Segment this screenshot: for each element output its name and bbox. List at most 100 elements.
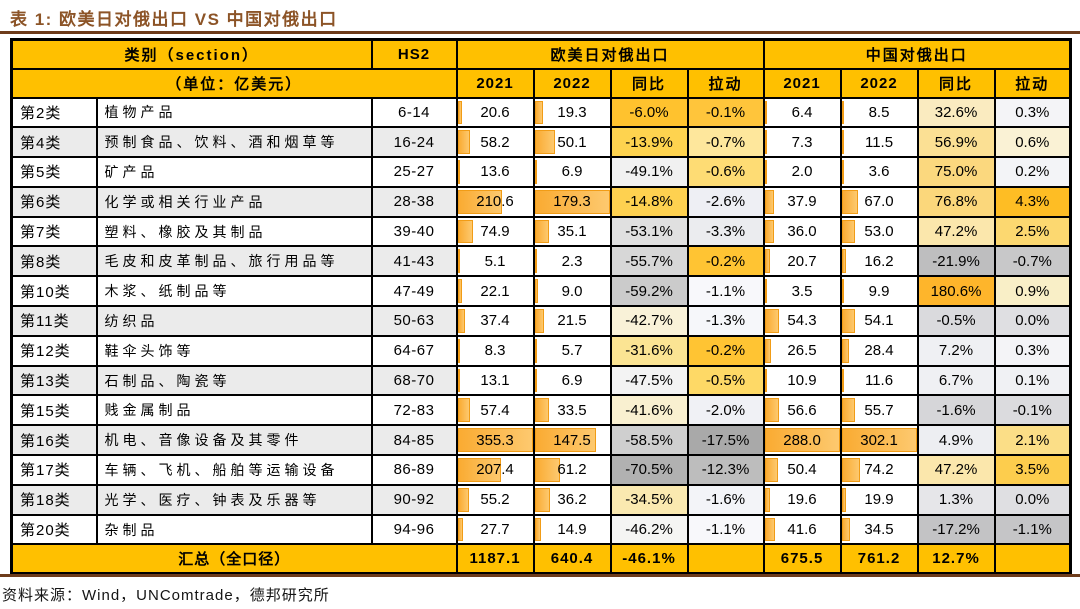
category-cell: 第4类	[10, 126, 98, 159]
eu-2021-cell: 55.2	[455, 483, 535, 516]
value-text: 67.0	[864, 193, 894, 211]
cn-pull-cell: 0.6%	[993, 126, 1072, 159]
cn-pull-cell: -0.7%	[993, 245, 1072, 278]
header-eu-pull: 拉动	[686, 67, 765, 99]
data-bar	[535, 249, 537, 274]
cn-2021-cell: 56.6	[762, 394, 842, 427]
value-text: 37.4	[480, 312, 510, 330]
eu-pull-cell: -1.1%	[686, 275, 765, 308]
eu-2022-cell: 6.9	[532, 156, 612, 188]
value-text: 54.3	[787, 312, 817, 330]
value-text: 61.2	[557, 461, 587, 479]
cn-2021-cell: 19.6	[762, 483, 842, 516]
value-text: 2.0	[791, 163, 813, 181]
table-row: 第11类 纺织品 50-63 37.4 21.5 -42.7% -1.3% 54.3 54.1 -…	[10, 305, 1072, 337]
value-text: 210.6	[476, 193, 514, 211]
eu-yoy-cell: -55.7%	[609, 245, 689, 278]
cn-2021-cell: 2.0	[762, 156, 842, 188]
value-text: 207.4	[476, 461, 514, 479]
data-bar	[842, 309, 855, 333]
value-text: 27.7	[480, 521, 510, 539]
eu-2022-cell: 19.3	[532, 96, 612, 129]
value-text: 7.3	[791, 133, 813, 151]
cn-yoy-cell: 47.2%	[916, 454, 996, 486]
data-bar	[535, 189, 609, 214]
header-hs2: HS2	[370, 38, 458, 70]
table-row: 第16类 机电、音像设备及其零件 84-85 355.3 147.5 -58.5% -17.…	[10, 424, 1072, 457]
header-eu-yoy: 同比	[609, 67, 689, 99]
value-text: 16.2	[864, 252, 894, 270]
table-row: 第7类 塑料、橡胶及其制品 39-40 74.9 35.1 -53.1% -3.3% 36.0…	[10, 215, 1072, 248]
data-bar	[458, 487, 470, 512]
data-bar	[842, 398, 856, 423]
data-bar	[458, 100, 462, 125]
table-row: 第2类 植物产品 6-14 20.6 19.3 -6.0% -0.1% 6.4 8.5 32.6%…	[10, 96, 1072, 129]
header-category: 类别（section）	[10, 38, 373, 70]
hs2-cell: 68-70	[370, 364, 458, 397]
header-cn-pull: 拉动	[993, 67, 1072, 99]
eu-2021-cell: 37.4	[455, 305, 535, 337]
value-text: 14.9	[557, 521, 587, 539]
cn-yoy-cell: 4.9%	[916, 424, 996, 457]
cn-yoy-cell: -21.9%	[916, 245, 996, 278]
cn-2021-cell: 26.5	[762, 334, 842, 367]
data-bar	[535, 517, 541, 542]
eu-2021-cell: 5.1	[455, 245, 535, 278]
category-cell: 第17类	[10, 454, 98, 486]
data-bar	[765, 458, 778, 482]
value-text: 55.7	[864, 401, 894, 419]
eu-2021-cell: 13.1	[455, 364, 535, 397]
summary-row: 汇总（全口径） 1187.1 640.4 -46.1% 675.5 761.2 …	[10, 543, 1072, 575]
header-eu-2021: 2021	[455, 67, 535, 99]
data-bar	[842, 338, 849, 363]
value-text: 11.5	[864, 133, 894, 151]
eu-yoy-cell: -59.2%	[609, 275, 689, 308]
eu-yoy-cell: -41.6%	[609, 394, 689, 427]
eu-2022-cell: 2.3	[532, 245, 612, 278]
value-text: 9.9	[868, 282, 890, 300]
summary-eu-pull	[686, 543, 765, 575]
value-text: 28.4	[864, 342, 894, 360]
table-row: 第15类 贱金属制品 72-83 57.4 33.5 -41.6% -2.0% 56.6 55.…	[10, 394, 1072, 427]
eu-2022-cell: 35.1	[532, 215, 612, 248]
value-text: 74.9	[480, 223, 510, 241]
product-name-cell: 塑料、橡胶及其制品	[95, 215, 373, 248]
product-name-cell: 机电、音像设备及其零件	[95, 424, 373, 457]
eu-yoy-cell: -47.5%	[609, 364, 689, 397]
hs2-cell: 90-92	[370, 483, 458, 516]
cn-pull-cell: 0.3%	[993, 334, 1072, 367]
cn-2021-cell: 36.0	[762, 215, 842, 248]
value-text: 2.3	[561, 252, 583, 270]
table-row: 第4类 预制食品、饮料、酒和烟草等 16-24 58.2 50.1 -13.9% -0.7%…	[10, 126, 1072, 159]
eu-pull-cell: -17.5%	[686, 424, 765, 457]
eu-2021-cell: 355.3	[455, 424, 535, 457]
data-bar	[458, 338, 460, 363]
value-text: 74.2	[864, 461, 894, 479]
category-cell: 第6类	[10, 185, 98, 218]
table-row: 第20类 杂制品 94-96 27.7 14.9 -46.2% -1.1% 41.6 34.5-…	[10, 513, 1072, 546]
cn-2021-cell: 41.6	[762, 513, 842, 546]
eu-2021-cell: 74.9	[455, 215, 535, 248]
summary-cn-2022: 761.2	[839, 543, 919, 575]
data-bar	[458, 458, 502, 482]
data-bar	[842, 517, 851, 542]
eu-pull-cell: -1.1%	[686, 513, 765, 546]
hs2-cell: 25-27	[370, 156, 458, 188]
data-bar	[458, 517, 464, 542]
eu-yoy-cell: -70.5%	[609, 454, 689, 486]
value-text: 3.5	[791, 282, 813, 300]
hs2-cell: 86-89	[370, 454, 458, 486]
data-bar	[535, 487, 550, 512]
eu-2022-cell: 61.2	[532, 454, 612, 486]
data-bar	[765, 219, 774, 244]
data-bar	[535, 398, 549, 423]
cn-yoy-cell: 6.7%	[916, 364, 996, 397]
eu-2022-cell: 50.1	[532, 126, 612, 159]
data-bar	[535, 458, 561, 482]
data-bar	[765, 100, 767, 125]
data-bar	[765, 398, 780, 423]
summary-eu-2021: 1187.1	[455, 543, 535, 575]
cn-yoy-cell: 32.6%	[916, 96, 996, 129]
eu-2021-cell: 57.4	[455, 394, 535, 427]
